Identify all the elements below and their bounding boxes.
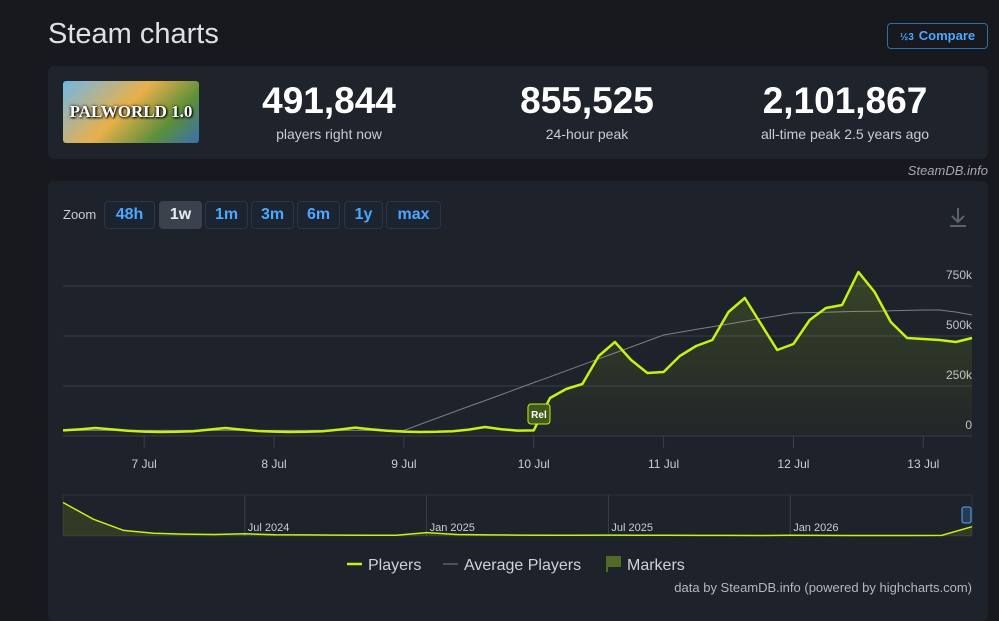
zoom-button[interactable]: 1m: [205, 201, 248, 229]
legend-item[interactable]: Average Players: [443, 557, 581, 574]
stat-label: players right now: [276, 126, 382, 142]
navigator-line: [62, 501, 973, 537]
zoom-button[interactable]: max: [386, 201, 441, 229]
compare-label: Compare: [918, 28, 976, 43]
navigator-label: Jul 2024: [248, 522, 290, 534]
players-area: [63, 272, 972, 436]
footer: data by SteamDB.info (powered by highcha…: [674, 580, 972, 595]
x-tick-label: 11 Jul: [648, 457, 679, 471]
stat-value: 855,525: [520, 80, 654, 121]
zoom-button[interactable]: 3m: [251, 201, 294, 229]
stat-value: 2,101,867: [762, 80, 928, 121]
game-cover: PALWORLD 1.0: [63, 81, 199, 143]
download-glyph: [950, 208, 966, 227]
zoom-label: Zoom: [63, 207, 97, 222]
navigator-label: Jul 2025: [611, 522, 653, 534]
legend-label: Average Players: [464, 557, 581, 574]
navigator-handle[interactable]: [961, 506, 972, 524]
x-tick-label: 13 Jul: [907, 457, 939, 471]
zoom-button[interactable]: 1w: [159, 201, 202, 229]
compare-icon: ½3: [899, 32, 914, 43]
legend-swatch: [606, 556, 621, 572]
navigator-frame: [62, 494, 973, 537]
legend-label: Players: [368, 557, 421, 574]
compare-button[interactable]: ½3 Compare: [887, 23, 988, 49]
legend-label: Markers: [627, 557, 685, 574]
players-line: [62, 270, 973, 434]
zoom-button[interactable]: 1y: [344, 201, 383, 229]
stat: 855,525 24-hour peak: [457, 80, 717, 142]
navigator-label: Jan 2026: [793, 522, 838, 534]
download-icon[interactable]: [950, 208, 966, 227]
navigator-label: Jan 2025: [430, 522, 475, 534]
x-tick-label: 10 Jul: [518, 457, 550, 471]
source-tag: SteamDB.info: [907, 163, 988, 178]
y-tick-label: 750k: [946, 268, 973, 282]
x-tick-label: 9 Jul: [391, 457, 416, 471]
stat-label: all-time peak 2.5 years ago: [760, 126, 930, 142]
stat-value: 491,844: [262, 80, 396, 121]
x-tick-label: 8 Jul: [261, 457, 286, 471]
zoom-button[interactable]: 6m: [297, 201, 340, 229]
marker-label: Rel: [531, 410, 547, 421]
stat: 2,101,867 all-time peak 2.5 years ago: [715, 80, 975, 142]
legend-item[interactable]: Players: [347, 557, 421, 574]
zoom-button[interactable]: 48h: [104, 201, 155, 229]
marker[interactable]: Rel: [527, 403, 551, 425]
stats-panel: PALWORLD 1.0 491,844 players right now 85…: [48, 66, 988, 159]
x-tick-label: 12 Jul: [777, 457, 809, 471]
stat: 491,844 players right now: [199, 80, 459, 142]
stat-label: 24-hour peak: [545, 126, 629, 142]
page-title: Steam charts: [48, 18, 219, 50]
y-tick-label: 500k: [946, 318, 973, 332]
legend-item[interactable]: Markers: [606, 556, 685, 574]
marker-flag: [527, 403, 551, 425]
x-tick-label: 7 Jul: [131, 457, 156, 471]
